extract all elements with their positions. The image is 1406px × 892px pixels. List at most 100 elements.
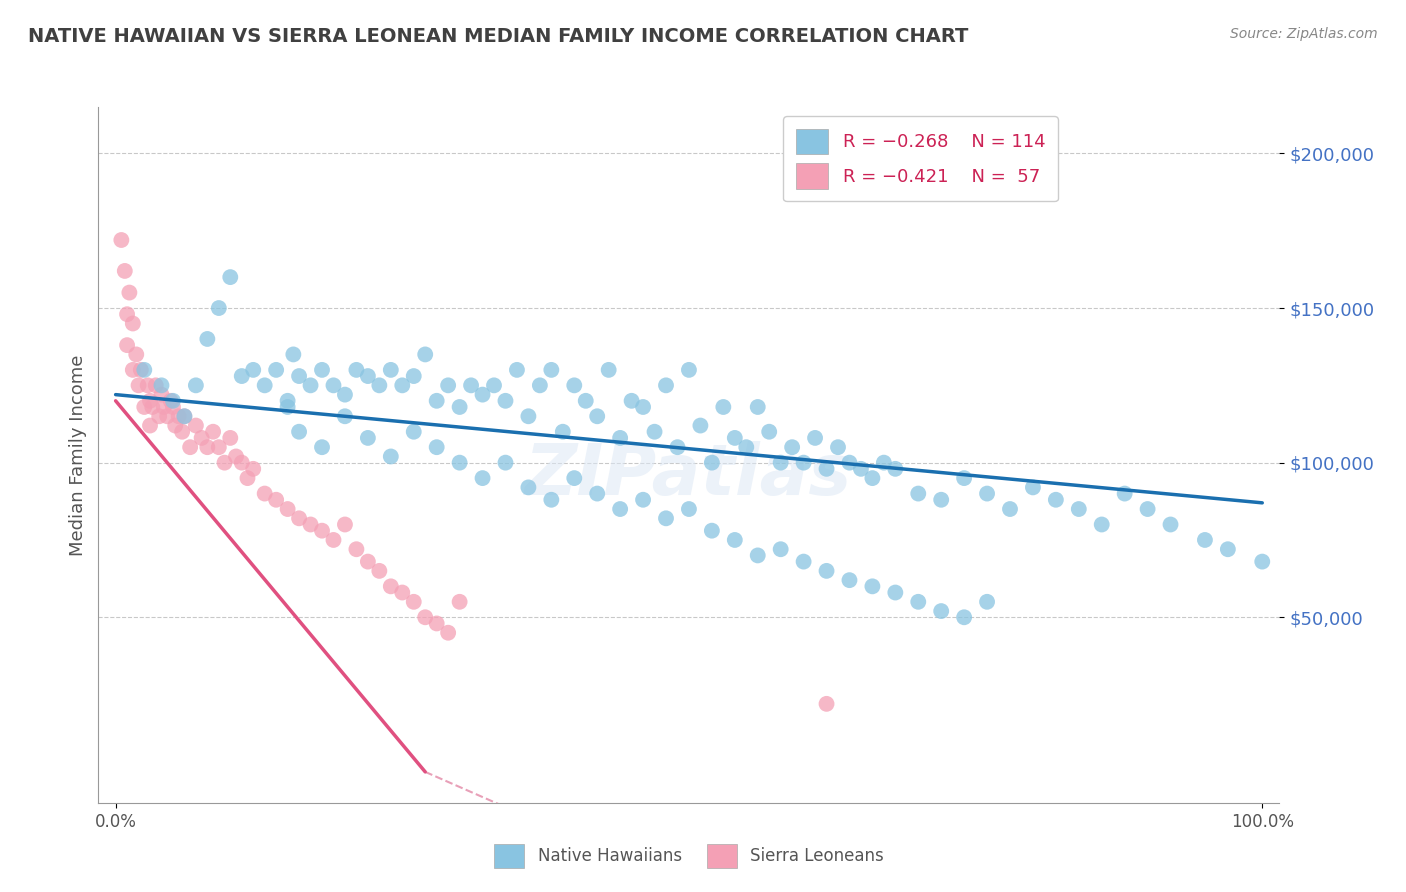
Point (128, 378, 150, 392)
Point (827, 440, 849, 454)
Point (413, 610, 436, 624)
Point (202, 425, 225, 439)
Point (1114, 486, 1136, 500)
Point (253, 486, 276, 500)
Point (517, 480, 540, 494)
Point (426, 440, 449, 454)
Point (148, 409, 170, 424)
Point (344, 542, 367, 557)
Point (586, 409, 609, 424)
Point (288, 511, 311, 525)
Point (793, 555, 815, 569)
Point (162, 393, 184, 408)
Point (506, 363, 529, 377)
Point (620, 393, 643, 408)
Point (1067, 502, 1090, 516)
Point (402, 595, 425, 609)
Point (495, 456, 517, 470)
Point (769, 456, 792, 470)
Point (150, 387, 173, 401)
Point (929, 604, 952, 618)
Point (368, 378, 391, 392)
Point (747, 549, 769, 563)
Point (242, 363, 264, 377)
Point (299, 378, 322, 392)
Point (115, 338, 138, 352)
Point (575, 393, 598, 408)
Point (655, 511, 678, 525)
Point (747, 400, 769, 414)
Point (214, 456, 236, 470)
Point (609, 502, 631, 516)
Point (413, 347, 436, 361)
Point (793, 456, 815, 470)
Point (357, 555, 380, 569)
Point (815, 462, 838, 476)
Point (134, 363, 156, 377)
Point (125, 347, 148, 361)
Point (380, 363, 402, 377)
Point (804, 431, 827, 445)
Point (953, 471, 976, 485)
Point (700, 456, 723, 470)
Text: Source: ZipAtlas.com: Source: ZipAtlas.com (1230, 27, 1378, 41)
Point (114, 264, 136, 278)
Point (139, 418, 162, 433)
Point (264, 363, 287, 377)
Point (322, 533, 344, 547)
Point (907, 486, 929, 500)
Point (129, 363, 152, 377)
Point (700, 524, 723, 538)
Point (735, 440, 758, 454)
Point (769, 542, 792, 557)
Point (631, 492, 654, 507)
Point (655, 378, 678, 392)
Point (1160, 517, 1182, 532)
Point (333, 409, 356, 424)
Point (495, 393, 517, 408)
Point (540, 363, 562, 377)
Point (631, 400, 654, 414)
Point (529, 378, 551, 392)
Point (586, 486, 609, 500)
Point (562, 471, 585, 485)
Point (141, 400, 163, 414)
Point (1251, 555, 1274, 569)
Point (173, 409, 195, 424)
Point (121, 317, 143, 331)
Point (288, 369, 311, 384)
Text: ZIPatlas: ZIPatlas (526, 442, 852, 510)
Point (482, 378, 505, 392)
Point (758, 425, 780, 439)
Point (426, 393, 449, 408)
Point (195, 440, 218, 454)
Point (236, 471, 259, 485)
Point (299, 517, 322, 532)
Point (173, 409, 195, 424)
Legend: Native Hawaiians, Sierra Leoneans: Native Hawaiians, Sierra Leoneans (488, 838, 890, 874)
Y-axis label: Median Family Income: Median Family Income (69, 354, 87, 556)
Point (780, 440, 803, 454)
Point (1022, 480, 1045, 494)
Point (322, 378, 344, 392)
Point (426, 616, 449, 631)
Point (311, 363, 333, 377)
Point (333, 387, 356, 401)
Point (136, 378, 159, 392)
Point (264, 492, 287, 507)
Point (333, 517, 356, 532)
Point (195, 332, 218, 346)
Point (644, 425, 666, 439)
Point (884, 585, 907, 599)
Point (471, 387, 494, 401)
Point (277, 502, 299, 516)
Point (402, 425, 425, 439)
Point (849, 462, 872, 476)
Point (253, 378, 276, 392)
Point (907, 595, 929, 609)
Point (152, 400, 174, 414)
Point (838, 456, 860, 470)
Point (380, 450, 402, 464)
Point (231, 369, 253, 384)
Point (953, 610, 976, 624)
